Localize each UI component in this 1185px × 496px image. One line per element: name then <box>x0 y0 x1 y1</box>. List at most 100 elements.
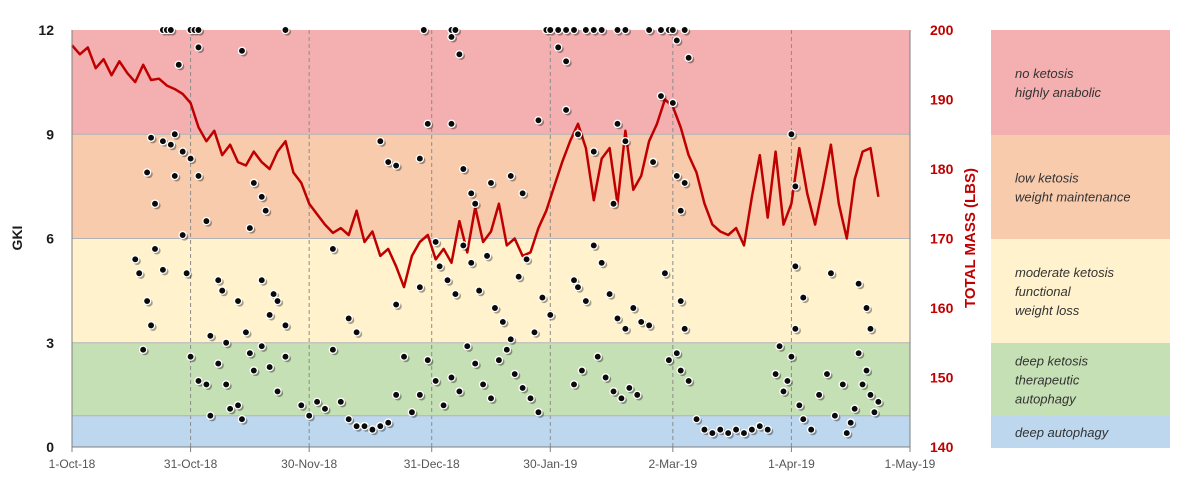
gki-point <box>174 60 185 71</box>
gki-point <box>660 268 671 279</box>
gki-point <box>799 414 809 425</box>
gki-point <box>518 189 529 199</box>
gki-point <box>771 369 782 380</box>
gki-point <box>866 390 877 401</box>
gki-point <box>237 46 248 57</box>
gki-point <box>629 303 639 314</box>
ketosis-zones <box>72 30 910 447</box>
legend-item: moderate ketosis functional weight loss <box>991 239 1170 343</box>
gki-point <box>668 98 679 109</box>
gki-point <box>142 296 153 307</box>
gki-point <box>862 366 873 377</box>
gki-point <box>221 380 232 391</box>
gki-point <box>486 178 497 189</box>
gki-point <box>344 314 355 325</box>
gki-point <box>609 387 620 398</box>
date-tick-label: 2-Mar-19 <box>648 457 697 471</box>
gki-point <box>609 199 620 210</box>
gki-point <box>676 366 687 377</box>
gki-point <box>170 129 181 140</box>
gki-point <box>257 275 268 286</box>
gki-point <box>791 182 801 192</box>
gki-point <box>874 397 884 408</box>
gki-point <box>692 414 703 425</box>
gki-point <box>241 328 252 338</box>
legend-label: functional <box>1015 284 1072 299</box>
gki-point <box>747 425 758 436</box>
gki-tick-label: 6 <box>46 231 54 247</box>
gki-point <box>842 428 853 439</box>
gki-point <box>439 401 450 411</box>
gki-point <box>854 279 865 290</box>
gki-point <box>225 404 236 415</box>
gki-point <box>391 390 402 401</box>
gki-point <box>245 223 256 234</box>
gki-point <box>846 418 857 429</box>
zone-legend: no ketosis highly anabolic low ketosis weig… <box>991 30 1170 448</box>
gki-point <box>221 338 232 349</box>
gki-tick-label: 0 <box>46 439 54 455</box>
gki-point <box>538 293 548 304</box>
gki-point <box>297 401 307 411</box>
gki-point <box>214 275 224 286</box>
gki-point <box>601 373 612 384</box>
gki-point <box>668 25 679 36</box>
legend-swatch <box>991 30 1170 135</box>
date-tick-label: 31-Oct-18 <box>164 457 218 471</box>
gki-point <box>573 129 584 140</box>
gki-point <box>684 53 695 64</box>
gki-point <box>273 387 284 398</box>
gki-point <box>617 394 628 404</box>
gki-point <box>613 314 624 325</box>
gki-point <box>249 366 260 377</box>
gki-point <box>273 296 284 307</box>
gki-point <box>621 25 631 36</box>
gki-axis-ticks: 0 3 6 9 12 <box>38 22 54 455</box>
gki-scatter-series <box>130 25 884 439</box>
gki-point <box>466 258 477 269</box>
gki-point <box>320 404 331 415</box>
gki-axis-label: GKI <box>9 226 25 251</box>
gki-point <box>775 341 786 352</box>
gki-point <box>680 178 691 189</box>
gki-point <box>700 425 711 436</box>
gki-point <box>593 352 604 363</box>
gki-point <box>257 341 268 352</box>
gki-point <box>447 119 458 130</box>
gki-point <box>178 147 189 158</box>
gki-point <box>431 237 442 248</box>
gki-point <box>561 105 572 116</box>
gki-point <box>312 397 323 408</box>
legend-label: weight loss <box>1015 303 1080 318</box>
mass-tick-label: 140 <box>930 439 954 455</box>
gki-point <box>546 25 556 36</box>
legend-label: autophagy <box>1015 392 1077 407</box>
gki-point <box>814 390 825 401</box>
gki-point <box>787 129 798 140</box>
gki-point <box>257 192 268 203</box>
gki-point <box>431 376 442 387</box>
gki-point <box>866 324 877 335</box>
gki-point <box>739 428 750 439</box>
gki-point <box>530 328 541 338</box>
gki-point <box>561 57 572 67</box>
gki-point <box>648 157 659 168</box>
gki-point <box>166 25 177 36</box>
gki-point <box>838 380 849 391</box>
zone-band-2 <box>72 238 910 343</box>
date-tick-label: 30-Jan-19 <box>523 457 577 471</box>
gki-point <box>233 401 244 411</box>
gki-point <box>787 352 798 363</box>
gki-point <box>850 404 861 415</box>
gki-point <box>328 244 339 255</box>
legend-item: deep autophagy <box>991 416 1170 448</box>
mass-tick-label: 170 <box>930 231 954 247</box>
gki-point <box>534 407 545 418</box>
gki-point <box>502 345 513 356</box>
gki-tick-label: 9 <box>46 126 54 142</box>
gki-point <box>577 366 588 377</box>
legend-label: therapeutic <box>1015 373 1080 388</box>
gki-point <box>506 171 517 182</box>
gki-point <box>597 258 608 269</box>
